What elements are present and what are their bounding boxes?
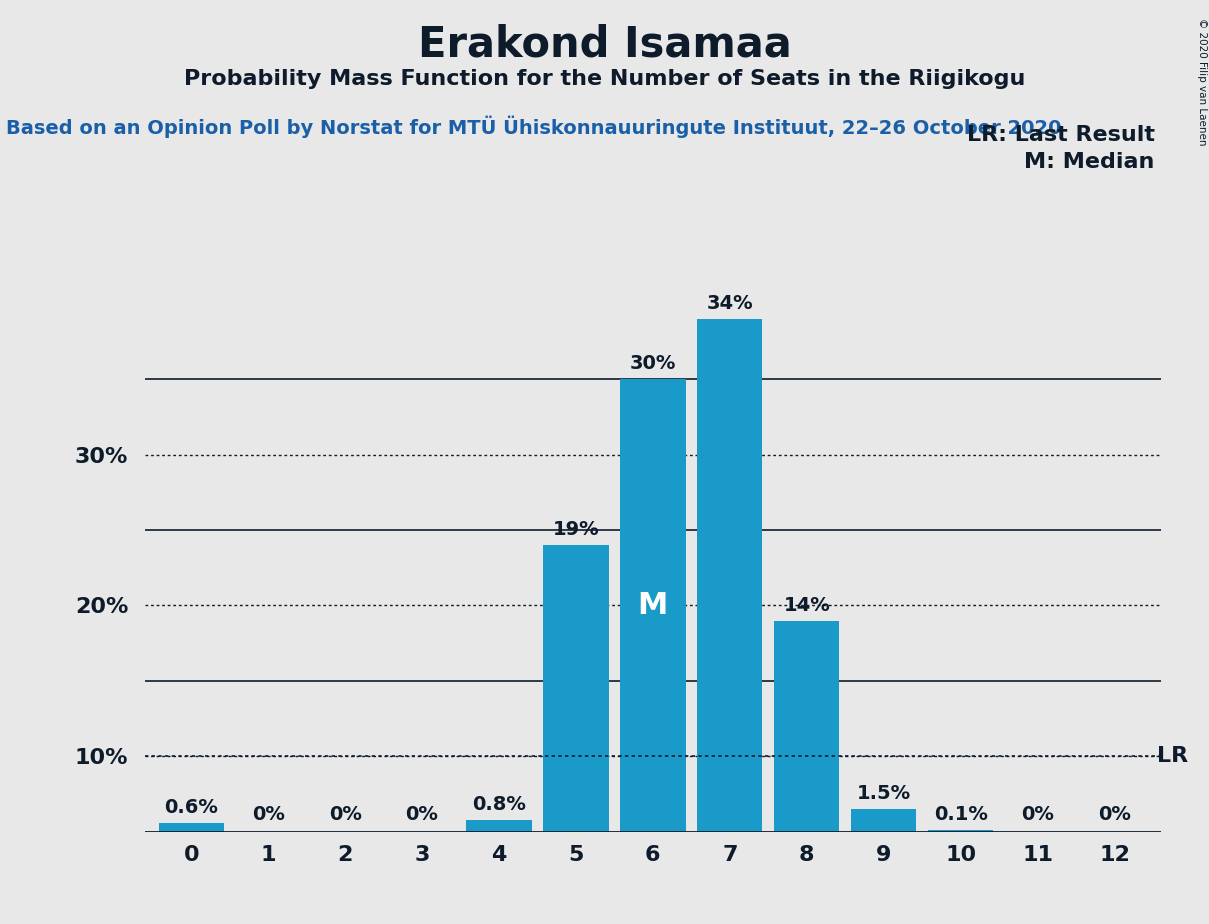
Text: 0%: 0%	[405, 805, 439, 824]
Text: M: Median: M: Median	[1024, 152, 1155, 173]
Text: 34%: 34%	[706, 294, 753, 313]
Text: Based on an Opinion Poll by Norstat for MTÜ Ühiskonnauuringute Instituut, 22–26 : Based on an Opinion Poll by Norstat for …	[6, 116, 1062, 138]
Text: LR: Last Result: LR: Last Result	[966, 125, 1155, 145]
Text: Probability Mass Function for the Number of Seats in the Riigikogu: Probability Mass Function for the Number…	[184, 69, 1025, 90]
Text: M: M	[637, 591, 669, 620]
Text: 0.1%: 0.1%	[933, 805, 988, 824]
Text: 1.5%: 1.5%	[857, 784, 910, 803]
Bar	[158, 822, 224, 832]
Text: 0.8%: 0.8%	[472, 795, 526, 813]
Text: 0%: 0%	[251, 805, 284, 824]
Bar	[620, 380, 686, 832]
Text: 14%: 14%	[783, 595, 831, 614]
Text: © 2020 Filip van Laenen: © 2020 Filip van Laenen	[1197, 18, 1207, 146]
Bar	[698, 319, 763, 832]
Text: Erakond Isamaa: Erakond Isamaa	[417, 23, 792, 65]
Text: 19%: 19%	[553, 520, 600, 539]
Text: 0%: 0%	[1098, 805, 1130, 824]
Bar	[851, 809, 916, 832]
Text: LR: LR	[1157, 747, 1188, 766]
Text: 30%: 30%	[630, 354, 676, 373]
Bar	[929, 830, 994, 832]
Bar	[467, 820, 532, 832]
Text: 0%: 0%	[329, 805, 361, 824]
Text: 0%: 0%	[1022, 805, 1054, 824]
Bar	[774, 621, 839, 832]
Text: 0.6%: 0.6%	[164, 797, 218, 817]
Bar	[543, 545, 608, 832]
